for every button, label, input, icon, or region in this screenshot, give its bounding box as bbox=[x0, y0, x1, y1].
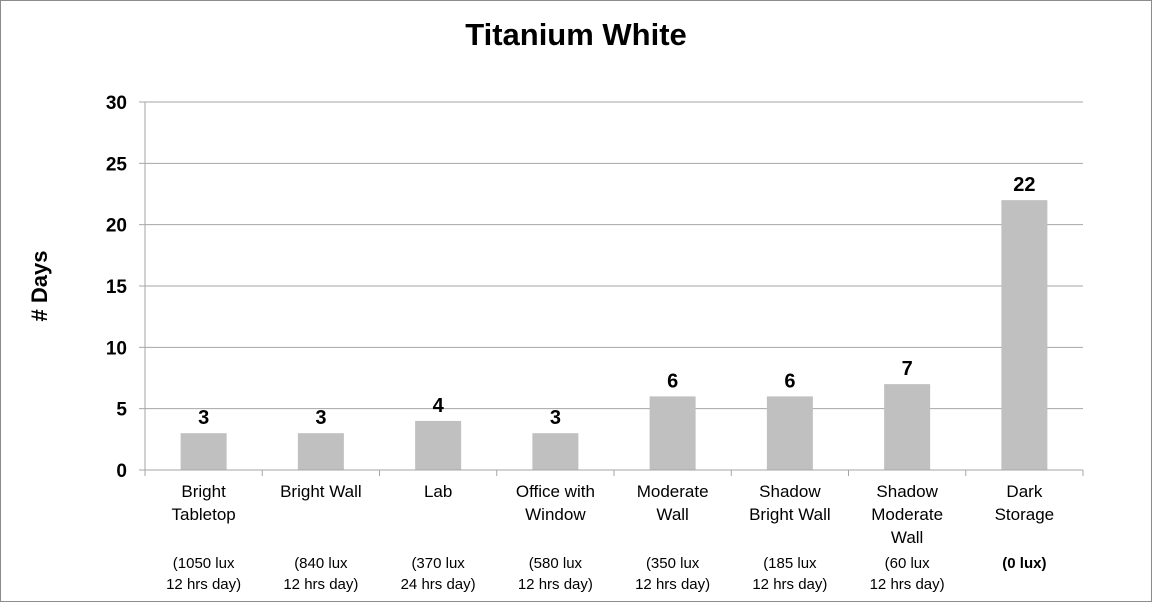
x-tick-label: Office with bbox=[516, 482, 595, 501]
bar bbox=[532, 433, 579, 470]
y-tick-label: 10 bbox=[106, 338, 127, 359]
x-tick-sublabel: 12 hrs day) bbox=[752, 576, 827, 593]
x-tick-label: Bright Wall bbox=[749, 505, 831, 524]
data-label: 22 bbox=[1013, 174, 1035, 196]
x-tick-label: Storage bbox=[995, 505, 1055, 524]
x-tick-sublabel: 12 hrs day) bbox=[635, 576, 710, 593]
data-label: 3 bbox=[198, 407, 209, 429]
axes bbox=[139, 101, 1084, 476]
y-tick-label: 0 bbox=[116, 461, 127, 482]
x-tick-label: Bright bbox=[181, 482, 226, 501]
bar bbox=[649, 396, 696, 470]
x-tick-sublabel: (350 lux bbox=[646, 555, 700, 572]
x-tick-label: Moderate bbox=[871, 505, 943, 524]
x-tick-label: Lab bbox=[424, 482, 452, 501]
bar bbox=[884, 384, 931, 470]
labels: 0 5 10 15 20 25 30 3 Bright Tabletop (1050 lux 12 h… bbox=[106, 93, 1054, 593]
x-tick-label: Wall bbox=[656, 505, 688, 524]
bar bbox=[1001, 200, 1048, 470]
x-tick-label: Window bbox=[525, 505, 586, 524]
x-tick-sublabel: 12 hrs day) bbox=[870, 576, 945, 593]
y-tick-label: 15 bbox=[106, 277, 128, 298]
x-tick-label: Shadow bbox=[759, 482, 821, 501]
x-tick-sublabel: (370 lux bbox=[411, 555, 465, 572]
y-tick-label: 30 bbox=[106, 93, 127, 114]
data-label: 7 bbox=[902, 358, 913, 380]
y-tick-label: 20 bbox=[106, 216, 127, 237]
bar bbox=[766, 396, 813, 470]
x-tick-sublabel: (60 lux bbox=[885, 555, 931, 572]
x-tick-label: Tabletop bbox=[171, 505, 235, 524]
x-tick-label: Shadow bbox=[876, 482, 938, 501]
data-label: 4 bbox=[433, 395, 445, 417]
x-tick-sublabel: 12 hrs day) bbox=[283, 576, 358, 593]
x-tick-sublabel: (1050 lux bbox=[173, 555, 235, 572]
x-tick-sublabel: (840 lux bbox=[294, 555, 348, 572]
x-tick-label: Bright Wall bbox=[280, 482, 362, 501]
bars bbox=[180, 200, 1048, 470]
bar bbox=[180, 433, 227, 470]
x-tick-label: Wall bbox=[891, 528, 923, 547]
y-tick-label: 25 bbox=[106, 154, 128, 175]
x-tick-sublabel: (580 lux bbox=[529, 555, 583, 572]
x-tick-sublabel: 24 hrs day) bbox=[401, 576, 476, 593]
x-tick-sublabel: 12 hrs day) bbox=[166, 576, 241, 593]
data-label: 6 bbox=[667, 370, 678, 392]
gridlines bbox=[145, 101, 1083, 410]
y-tick-label: 5 bbox=[116, 400, 127, 421]
data-label: 3 bbox=[550, 407, 561, 429]
chart-title: Titanium White bbox=[465, 17, 687, 52]
x-tick-label: Dark bbox=[1006, 482, 1042, 501]
x-tick-sublabel: (185 lux bbox=[763, 555, 817, 572]
data-label: 6 bbox=[784, 370, 795, 392]
y-axis-label: # Days bbox=[27, 251, 52, 322]
bar bbox=[415, 420, 462, 470]
data-label: 3 bbox=[315, 407, 326, 429]
x-tick-sublabel: (0 lux) bbox=[1002, 555, 1046, 572]
x-tick-sublabel: 12 hrs day) bbox=[518, 576, 593, 593]
bar bbox=[297, 433, 344, 470]
x-tick-label: Moderate bbox=[637, 482, 709, 501]
